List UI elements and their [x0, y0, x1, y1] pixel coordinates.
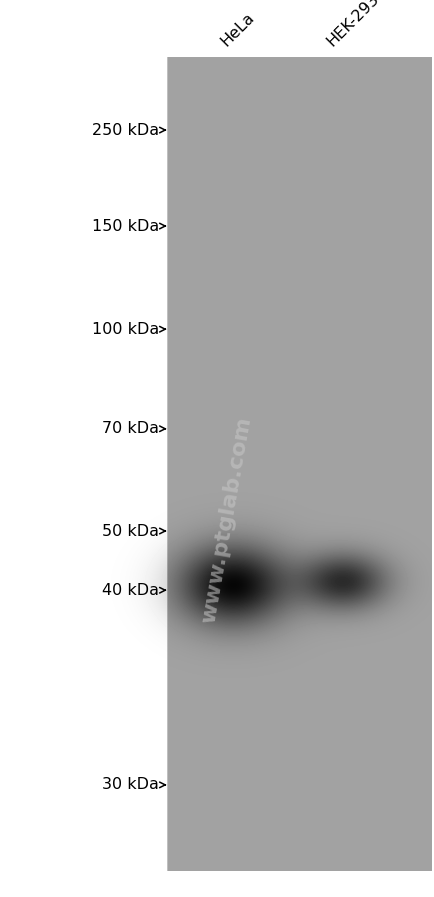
Text: 250 kDa: 250 kDa [92, 123, 158, 137]
Text: HeLa: HeLa [217, 10, 256, 49]
Text: 50 kDa: 50 kDa [102, 524, 158, 538]
Text: 100 kDa: 100 kDa [91, 322, 158, 336]
Text: 150 kDa: 150 kDa [91, 219, 158, 233]
Text: www.ptglab.com: www.ptglab.com [198, 415, 253, 625]
Text: 40 kDa: 40 kDa [102, 583, 158, 597]
Text: HEK-293: HEK-293 [323, 0, 381, 49]
Text: 30 kDa: 30 kDa [102, 778, 158, 792]
Text: 70 kDa: 70 kDa [102, 422, 158, 436]
